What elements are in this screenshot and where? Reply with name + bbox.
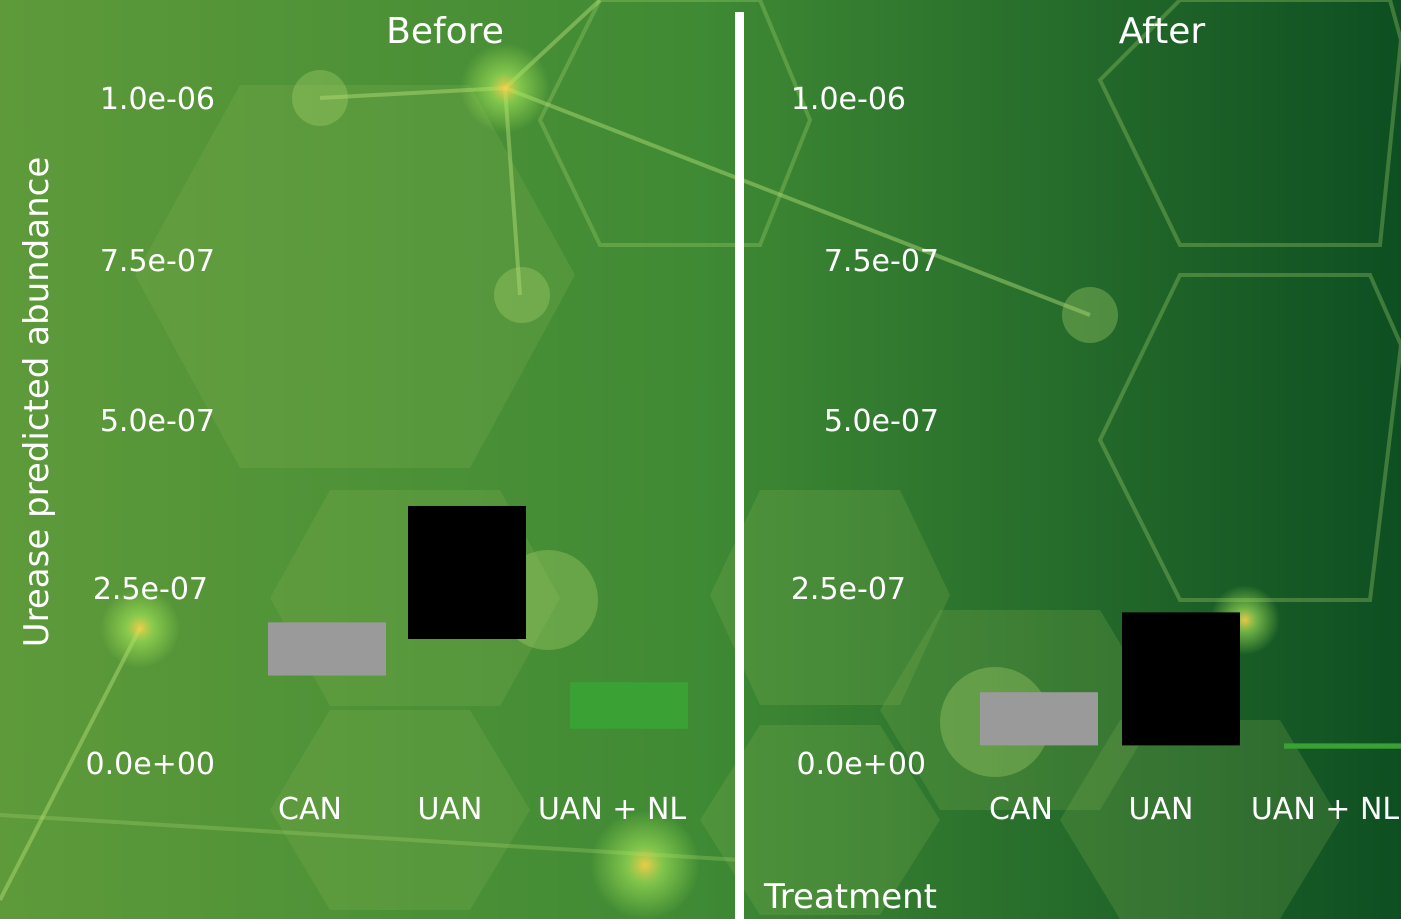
x-tick-label: UAN + NL <box>1251 792 1400 827</box>
x-tick-label: CAN <box>989 792 1053 827</box>
y-tick-label: 7.5e-07 <box>100 244 215 279</box>
panel-before: Before 0.0e+00 2.5e-07 5.0e-07 7.5e-07 1… <box>86 11 688 827</box>
x-tick-label: CAN <box>278 792 342 827</box>
panel-divider <box>735 12 744 919</box>
y-tick-label: 1.0e-06 <box>791 82 906 117</box>
bar-before-can <box>268 622 386 676</box>
y-tick-label: 0.0e+00 <box>86 747 215 782</box>
x-axis-label: Treatment <box>763 877 937 917</box>
bar-before-uan <box>408 505 526 639</box>
bar-after-uan-nl <box>1284 743 1401 749</box>
y-tick-label: 5.0e-07 <box>824 404 939 439</box>
y-tick-label: 7.5e-07 <box>824 244 939 279</box>
bar-after-uan <box>1122 612 1240 746</box>
y-axis-label: Urease predicted abundance <box>17 157 57 648</box>
y-tick-label: 1.0e-06 <box>100 82 215 117</box>
panel-title: Before <box>386 11 504 52</box>
x-tick-label: UAN + NL <box>538 792 687 827</box>
panel-title: After <box>1119 11 1206 52</box>
x-tick-label: UAN <box>418 792 483 827</box>
y-tick-label: 0.0e+00 <box>797 747 926 782</box>
bar-before-uan-nl <box>570 682 688 729</box>
y-tick-label: 2.5e-07 <box>791 572 906 607</box>
y-tick-label: 2.5e-07 <box>93 572 208 607</box>
bar-after-can <box>980 692 1098 746</box>
panel-after: After 0.0e+00 2.5e-07 5.0e-07 7.5e-07 1.… <box>791 11 1401 827</box>
x-tick-label: UAN <box>1129 792 1194 827</box>
y-tick-label: 5.0e-07 <box>100 404 215 439</box>
